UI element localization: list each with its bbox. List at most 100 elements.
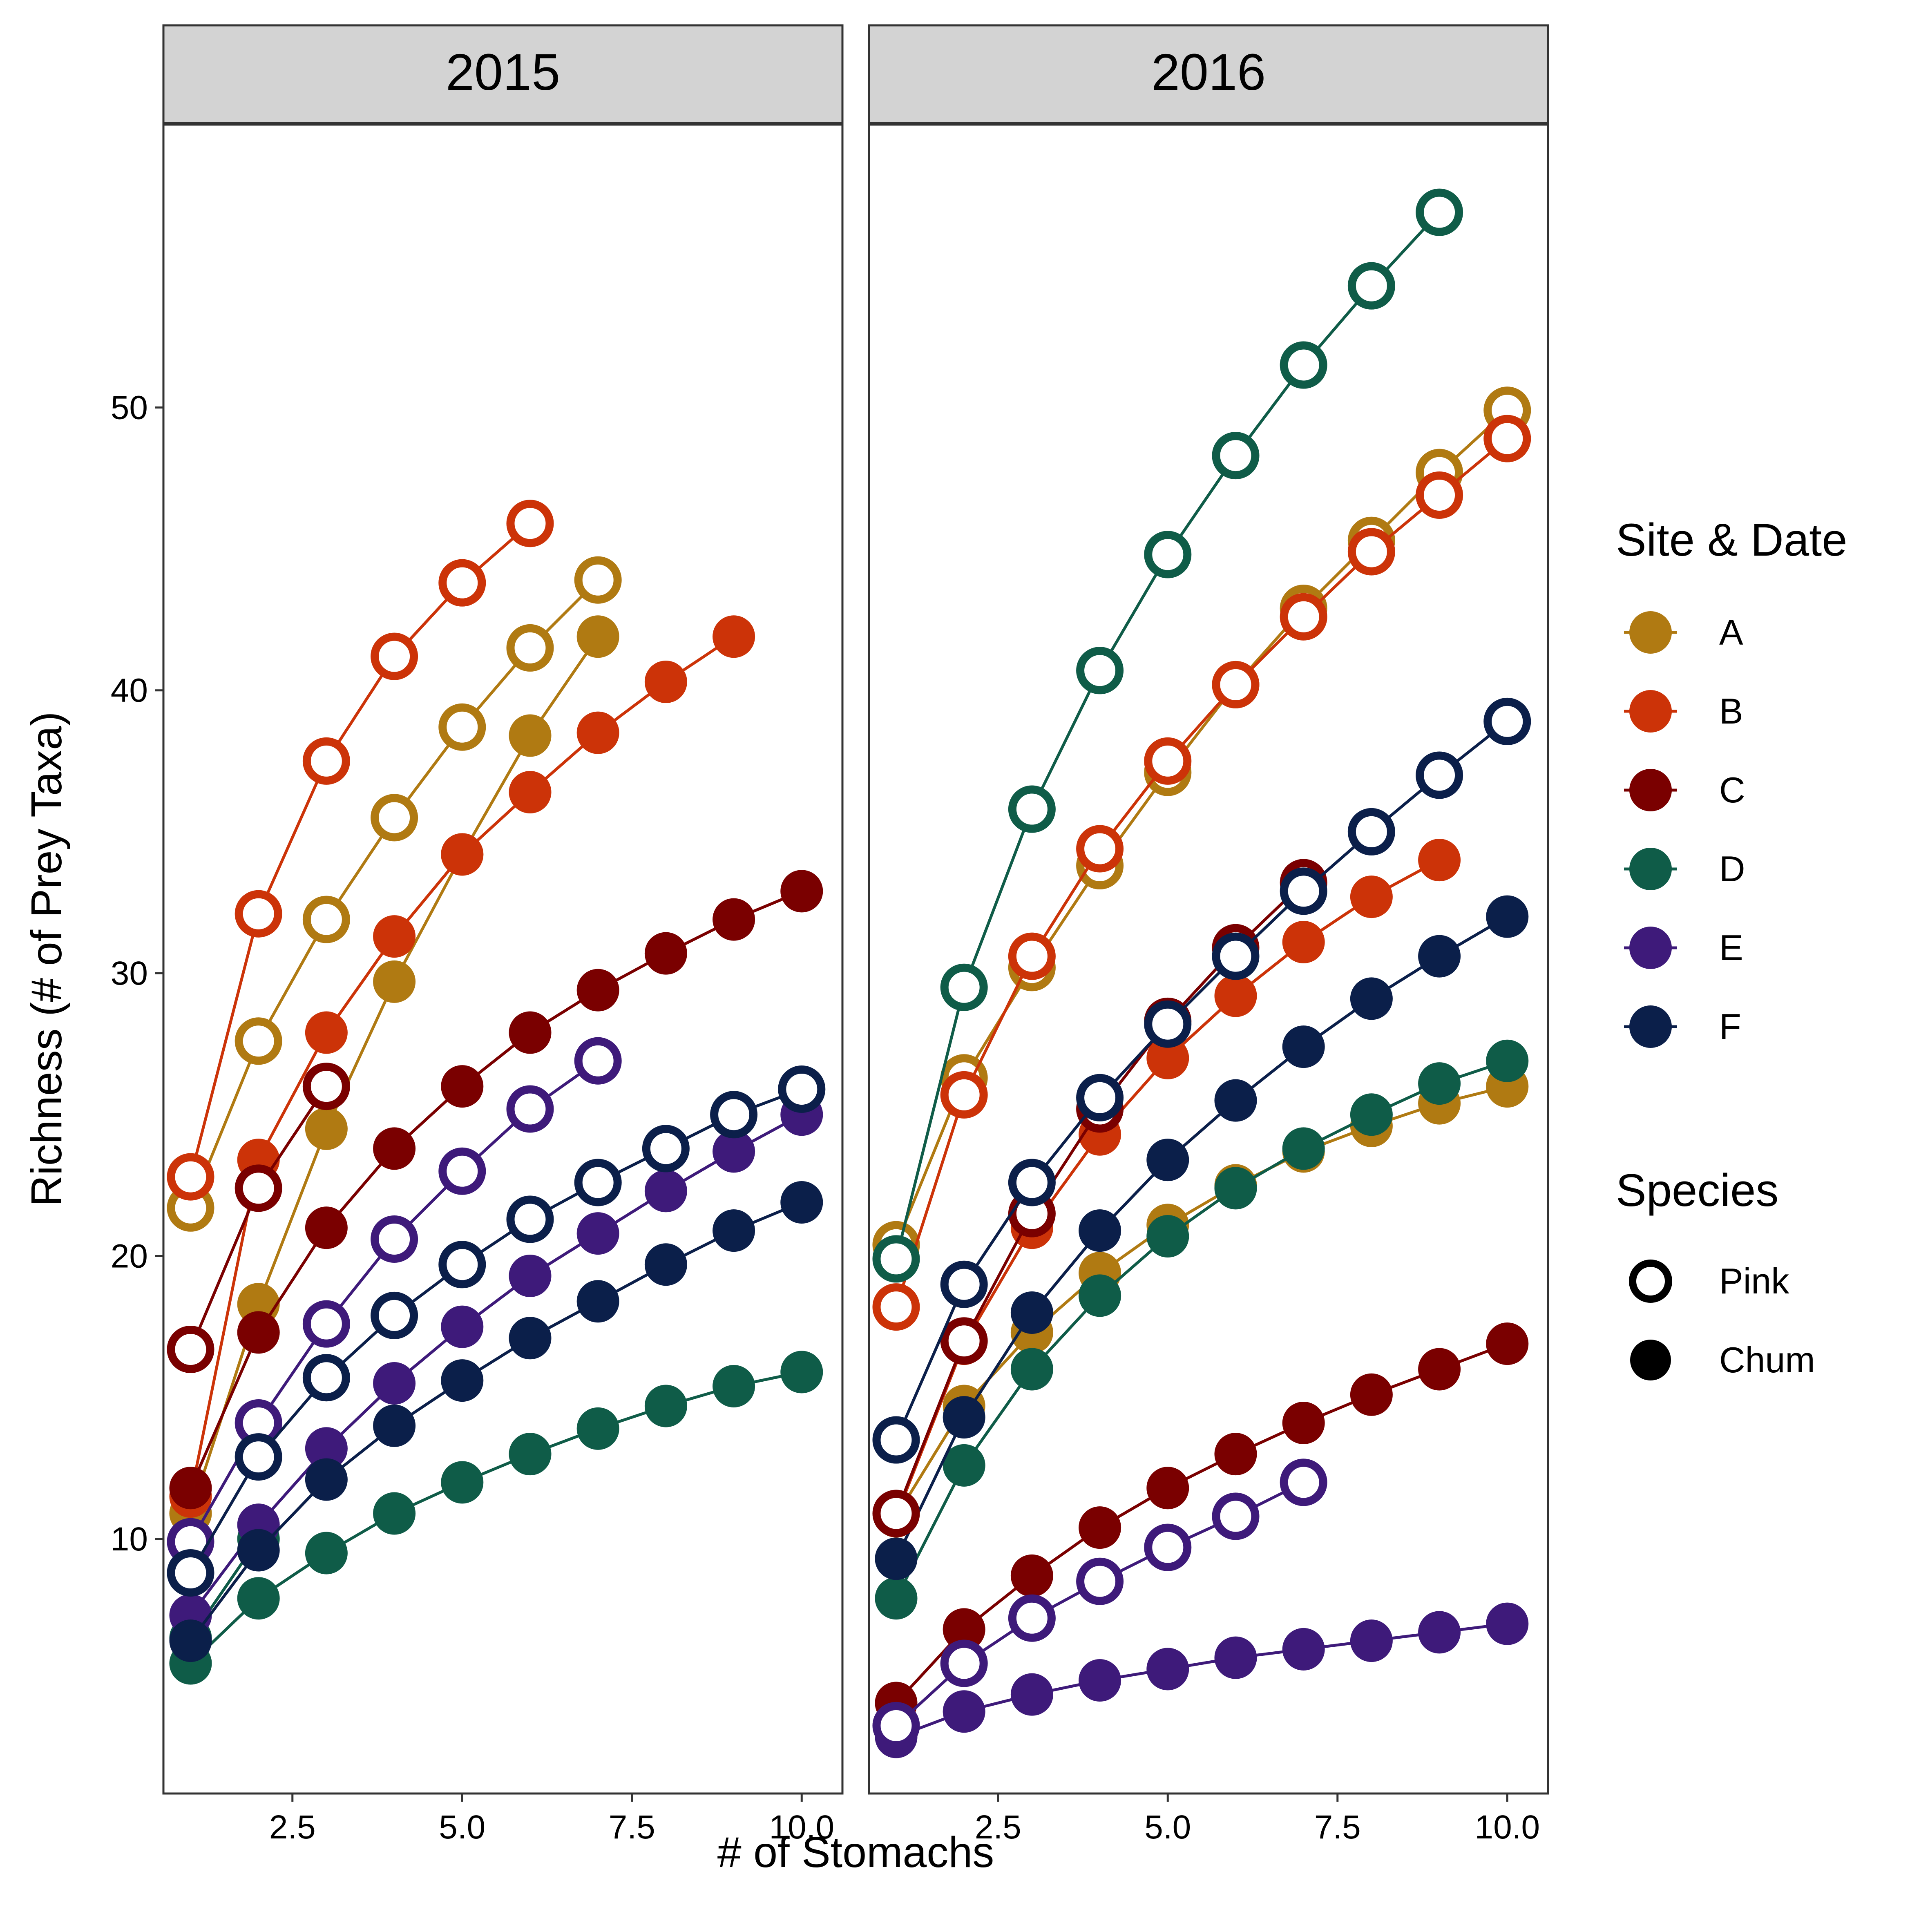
data-point-A-chum xyxy=(305,1107,348,1150)
data-point-F-pink xyxy=(235,1433,282,1481)
data-point-E-pink xyxy=(574,1037,622,1085)
data-point-C-pink xyxy=(167,1325,214,1373)
x-tick-label: 10.0 xyxy=(769,1809,834,1846)
facet-panel-2016: 2016 2.5 5.0 7.5 10.0 xyxy=(868,24,1549,1846)
series-line-F-pink xyxy=(189,1088,802,1574)
data-point-B-pink xyxy=(506,500,554,547)
data-point-E-pink xyxy=(506,1085,554,1133)
legend-key-E xyxy=(1629,927,1672,969)
y-axis-title: Richness (# of Prey Taxa) xyxy=(22,712,71,1207)
data-point-A-pink xyxy=(438,703,486,751)
data-point-E-pink xyxy=(1144,1523,1192,1571)
legend-label-E: E xyxy=(1719,927,1743,968)
data-point-D-chum xyxy=(713,1365,755,1407)
x-tick-label: 7.5 xyxy=(1314,1809,1361,1846)
data-point-F-pink xyxy=(778,1065,826,1113)
data-point-F-chum xyxy=(644,1243,687,1286)
data-point-C-chum xyxy=(713,898,755,941)
data-point-B-pink xyxy=(235,890,282,938)
data-point-F-pink xyxy=(940,1260,988,1308)
data-point-B-chum xyxy=(1282,920,1325,963)
legend-label-C: C xyxy=(1719,770,1745,810)
data-point-B-chum xyxy=(644,660,687,703)
data-point-B-chum xyxy=(1146,1036,1189,1079)
data-point-C-chum xyxy=(169,1467,212,1510)
data-point-B-pink xyxy=(1212,661,1260,708)
series-line-E-chum xyxy=(896,1622,1508,1738)
y-tick-label: 40 xyxy=(111,672,148,709)
data-point-B-pink xyxy=(1076,825,1124,873)
legend-key-pink xyxy=(1629,1260,1672,1303)
series-line-A-pink xyxy=(895,409,1508,1246)
data-point-F-chum xyxy=(1350,977,1393,1020)
series-line-E-chum xyxy=(189,1113,802,1616)
data-point-C-chum xyxy=(1418,1348,1461,1391)
data-point-C-pink xyxy=(872,1490,920,1537)
data-point-F-pink xyxy=(371,1291,418,1339)
data-point-C-chum xyxy=(644,932,687,975)
data-point-C-chum xyxy=(441,1065,484,1108)
data-point-B-chum xyxy=(1350,876,1393,918)
data-point-E-chum xyxy=(1079,1659,1121,1702)
data-point-D-chum xyxy=(305,1532,348,1575)
data-point-F-chum xyxy=(509,1317,552,1360)
data-point-B-chum xyxy=(441,833,484,876)
data-point-E-pink xyxy=(1076,1557,1124,1605)
data-point-F-pink xyxy=(438,1241,486,1289)
legend-label-A: A xyxy=(1719,612,1743,652)
data-point-B-pink xyxy=(1008,932,1056,980)
data-point-D-chum xyxy=(644,1385,687,1427)
data-point-B-pink xyxy=(302,737,350,785)
data-point-B-pink xyxy=(1416,471,1463,519)
data-point-D-chum xyxy=(509,1433,552,1476)
data-point-C-chum xyxy=(237,1311,280,1354)
data-point-D-pink xyxy=(1008,785,1056,833)
data-point-D-chum xyxy=(441,1461,484,1504)
data-point-D-chum xyxy=(1214,1167,1257,1210)
series-line-F-pink xyxy=(895,720,1508,1441)
data-point-F-chum xyxy=(1282,1025,1325,1068)
data-point-C-chum xyxy=(1350,1373,1393,1416)
x-tick-label: 2.5 xyxy=(975,1809,1021,1846)
data-point-B-pink xyxy=(940,1071,988,1119)
data-point-F-chum xyxy=(305,1458,348,1501)
series-line-D-chum xyxy=(895,1059,1508,1599)
legend-label-chum: Chum xyxy=(1719,1340,1815,1380)
data-point-C-chum xyxy=(576,969,619,1012)
data-point-D-chum xyxy=(1486,1039,1529,1082)
data-point-F-chum xyxy=(875,1537,918,1580)
data-point-C-chum xyxy=(1214,1433,1257,1476)
legend-key-B xyxy=(1629,690,1672,733)
data-point-D-chum xyxy=(1010,1348,1053,1391)
y-tick-label: 10 xyxy=(111,1521,148,1558)
x-tick-label: 2.5 xyxy=(269,1809,316,1846)
data-point-E-chum xyxy=(441,1305,484,1348)
legend-key-F xyxy=(1629,1005,1672,1048)
legend-label-D: D xyxy=(1719,849,1745,889)
data-point-B-pink xyxy=(167,1153,214,1201)
data-point-D-chum xyxy=(943,1444,985,1487)
data-point-F-pink xyxy=(1008,1159,1056,1206)
data-point-B-pink xyxy=(1483,415,1531,462)
data-point-B-chum xyxy=(305,1011,348,1054)
legend-key-chum xyxy=(1630,1340,1671,1380)
facet-title: 2015 xyxy=(446,43,560,101)
data-point-E-chum xyxy=(713,1130,755,1173)
x-tick-label: 10.0 xyxy=(1474,1809,1540,1846)
legend-label-B: B xyxy=(1719,691,1743,731)
data-point-F-pink xyxy=(642,1125,690,1173)
data-point-A-chum xyxy=(373,960,416,1003)
data-point-E-pink xyxy=(438,1147,486,1195)
data-point-F-chum xyxy=(943,1396,985,1439)
legend-label-pink: Pink xyxy=(1719,1261,1789,1301)
data-point-C-chum xyxy=(1486,1322,1529,1365)
data-point-D-pink xyxy=(1076,647,1124,695)
data-point-C-chum xyxy=(1146,1467,1189,1510)
data-point-F-pink xyxy=(167,1549,214,1597)
data-point-B-chum xyxy=(373,915,416,958)
data-point-D-chum xyxy=(373,1492,416,1535)
legend-label-F: F xyxy=(1719,1006,1741,1047)
data-point-D-chum xyxy=(1146,1215,1189,1258)
